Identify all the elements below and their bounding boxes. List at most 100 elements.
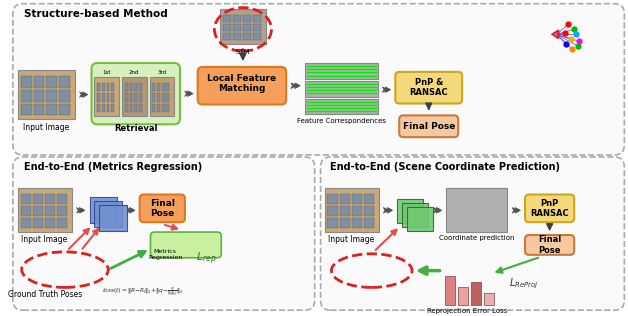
Bar <box>107 93 109 102</box>
Bar <box>45 206 55 216</box>
Bar <box>153 104 155 112</box>
Bar <box>352 206 362 216</box>
Bar <box>252 24 261 31</box>
Text: End-to-End (Scene Coordinate Prediction): End-to-End (Scene Coordinate Prediction) <box>330 162 560 172</box>
Bar <box>102 104 105 112</box>
Bar <box>458 288 468 305</box>
Bar <box>139 83 142 91</box>
Bar <box>46 76 57 88</box>
Bar <box>21 193 31 204</box>
Bar <box>153 93 155 102</box>
Bar <box>46 104 57 115</box>
Bar <box>129 93 133 102</box>
Bar <box>157 83 160 91</box>
Bar <box>166 93 169 102</box>
Text: 2nd: 2nd <box>129 70 139 75</box>
Bar <box>139 104 142 112</box>
Bar <box>157 93 160 102</box>
Text: Retrieval: Retrieval <box>114 124 158 133</box>
Bar <box>107 83 109 91</box>
Bar <box>134 93 137 102</box>
Bar <box>233 15 241 22</box>
Text: End-to-End (Metrics Regression): End-to-End (Metrics Regression) <box>24 162 202 172</box>
FancyBboxPatch shape <box>399 115 458 137</box>
FancyBboxPatch shape <box>151 232 221 258</box>
Bar <box>407 207 433 231</box>
Bar <box>45 193 55 204</box>
Bar <box>57 218 67 228</box>
Bar <box>129 83 133 91</box>
FancyBboxPatch shape <box>320 157 624 310</box>
Text: Local Feature
Matching: Local Feature Matching <box>207 74 276 94</box>
Text: Final
Pose: Final Pose <box>538 235 561 255</box>
Bar <box>166 104 169 112</box>
Bar <box>153 83 155 91</box>
Text: Feature Correspondences: Feature Correspondences <box>296 118 386 125</box>
Bar <box>33 104 45 115</box>
Bar <box>18 70 75 119</box>
Bar <box>233 33 241 40</box>
Bar <box>97 83 100 91</box>
Bar <box>325 188 379 232</box>
Bar <box>364 193 374 204</box>
Bar <box>162 83 165 91</box>
Bar <box>33 90 45 101</box>
Bar <box>305 63 377 79</box>
Bar <box>107 104 109 112</box>
Text: Input Image: Input Image <box>23 123 70 132</box>
Bar <box>220 9 266 44</box>
Bar <box>111 93 114 102</box>
Bar <box>21 218 31 228</box>
Bar <box>305 99 377 114</box>
Text: $L_{ReProj}$: $L_{ReProj}$ <box>509 276 539 291</box>
FancyBboxPatch shape <box>525 235 574 255</box>
Bar <box>57 193 67 204</box>
Bar <box>252 33 261 40</box>
Bar <box>402 204 428 227</box>
Text: Input Image: Input Image <box>328 235 374 244</box>
Bar <box>352 218 362 228</box>
Text: 3rd: 3rd <box>157 70 166 75</box>
Bar <box>111 104 114 112</box>
Bar <box>243 33 251 40</box>
Text: Final Pose: Final Pose <box>403 122 455 131</box>
Bar <box>18 188 72 232</box>
Text: STM: STM <box>236 49 250 55</box>
Bar <box>21 90 31 101</box>
FancyBboxPatch shape <box>395 72 462 104</box>
Bar <box>97 104 100 112</box>
Bar <box>305 81 377 97</box>
Text: $loss(t)=\|R{-}R_l\|_2{+}\|q{-}\frac{q}{\|q\|_2}\|_2$: $loss(t)=\|R{-}R_l\|_2{+}\|q{-}\frac{q}{… <box>102 286 183 298</box>
Bar <box>484 293 494 305</box>
Bar <box>125 93 127 102</box>
Text: Final
Pose: Final Pose <box>150 199 175 218</box>
Bar <box>166 83 169 91</box>
Bar <box>45 218 55 228</box>
Bar <box>139 93 142 102</box>
Text: Metrics
Regression: Metrics Regression <box>148 249 183 260</box>
Bar <box>327 218 337 228</box>
Bar <box>243 15 251 22</box>
Text: 1st: 1st <box>102 70 111 75</box>
Bar <box>445 276 455 305</box>
FancyBboxPatch shape <box>13 157 315 310</box>
Bar <box>340 218 350 228</box>
Text: $L_{rep}$: $L_{rep}$ <box>196 251 217 267</box>
Bar <box>122 77 146 116</box>
Bar <box>352 193 362 204</box>
Bar <box>252 15 261 22</box>
Bar <box>471 282 481 305</box>
Text: Input Image: Input Image <box>21 235 67 244</box>
Bar <box>102 83 105 91</box>
Bar <box>21 206 31 216</box>
Bar <box>33 206 43 216</box>
FancyBboxPatch shape <box>525 195 574 222</box>
Bar <box>94 77 119 116</box>
FancyBboxPatch shape <box>13 4 624 155</box>
Bar <box>134 104 137 112</box>
Bar <box>125 104 127 112</box>
Bar <box>33 218 43 228</box>
FancyBboxPatch shape <box>198 67 286 105</box>
Bar <box>223 15 231 22</box>
Bar <box>364 218 374 228</box>
